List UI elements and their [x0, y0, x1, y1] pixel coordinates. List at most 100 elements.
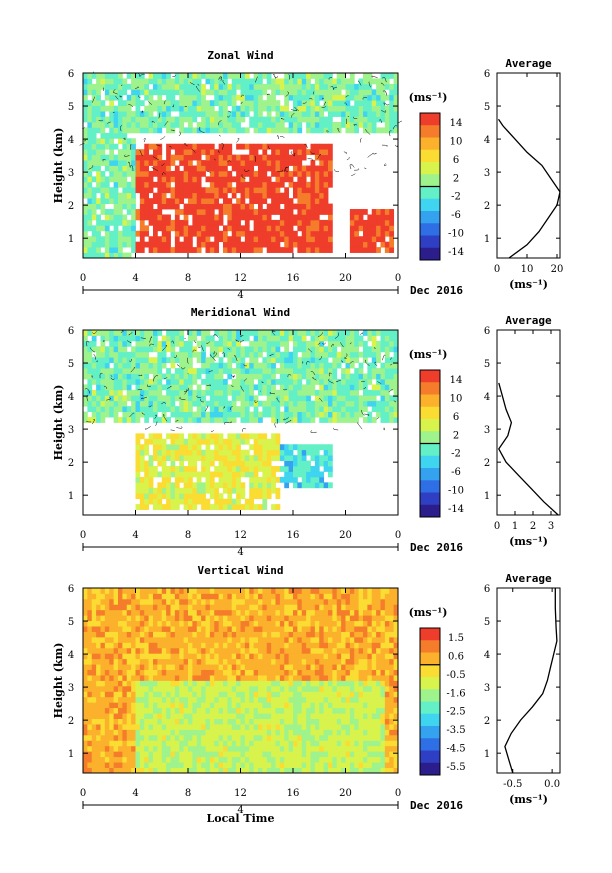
- heatmap-cell: [96, 181, 101, 188]
- heatmap-cell: [301, 357, 307, 364]
- heatmap-cell: [170, 626, 176, 632]
- contour-line: [294, 106, 299, 111]
- heatmap-cell: [258, 219, 263, 226]
- heatmap-cell: [349, 362, 355, 369]
- heatmap-cell: [196, 384, 202, 391]
- contour-line: [184, 143, 188, 147]
- heatmap-cell: [196, 100, 202, 107]
- heatmap-cell: [157, 94, 163, 101]
- heatmap-cell: [314, 368, 320, 374]
- heatmap-cell: [201, 593, 206, 600]
- heatmap-cell: [135, 466, 141, 472]
- heatmap-cell: [393, 346, 399, 353]
- heatmap-cell: [166, 762, 171, 768]
- heatmap-cell: [153, 604, 158, 611]
- colorbar-tick-label: -2: [451, 192, 461, 203]
- heatmap-cell: [253, 340, 259, 347]
- heatmap-cell: [139, 680, 145, 687]
- heatmap-cell: [196, 615, 202, 622]
- heatmap-cell: [223, 362, 228, 369]
- heatmap-cell: [109, 680, 115, 687]
- heatmap-cell: [332, 111, 338, 117]
- heatmap-cell: [240, 203, 246, 210]
- heatmap-cell: [109, 395, 115, 402]
- heatmap-cell: [135, 482, 141, 489]
- heatmap-cell: [135, 170, 141, 177]
- heatmap-cell: [144, 335, 150, 342]
- heatmap-cell: [157, 209, 163, 215]
- heatmap-cell: [131, 138, 136, 145]
- heatmap-cell: [389, 116, 395, 123]
- heatmap-cell: [231, 121, 237, 128]
- heatmap-cell: [174, 680, 180, 687]
- heatmap-cell: [118, 89, 123, 96]
- heatmap-cell: [275, 225, 281, 232]
- heatmap-cell: [358, 384, 364, 391]
- heatmap-cell: [244, 209, 250, 215]
- heatmap-cell: [153, 487, 158, 494]
- heatmap-cell: [183, 647, 189, 654]
- heatmap-cell: [157, 593, 163, 600]
- heatmap-cell: [126, 713, 132, 719]
- heatmap-cell: [126, 368, 132, 374]
- heatmap-cell: [301, 73, 307, 79]
- heatmap-cell: [227, 149, 233, 156]
- y-tick-label: 5: [68, 359, 74, 370]
- heatmap-cell: [174, 143, 180, 150]
- heatmap-cell: [122, 751, 128, 758]
- heatmap-cell: [253, 127, 259, 134]
- heatmap-cell: [139, 100, 145, 107]
- heatmap-cell: [91, 724, 97, 730]
- heatmap-cell: [122, 664, 128, 671]
- heatmap-cell: [284, 154, 290, 161]
- heatmap-cell: [358, 100, 364, 107]
- heatmap-cell: [188, 609, 193, 616]
- heatmap-cell: [336, 83, 342, 90]
- heatmap-cell: [109, 400, 115, 407]
- heatmap-cell: [161, 438, 167, 445]
- heatmap-cell: [166, 751, 171, 758]
- heatmap-cell: [231, 154, 237, 161]
- heatmap-cell: [301, 460, 307, 467]
- heatmap-cell: [367, 362, 373, 369]
- heatmap-cell: [118, 751, 123, 758]
- heatmap-cell: [174, 78, 180, 85]
- heatmap-cell: [131, 362, 136, 369]
- heatmap-cell: [188, 696, 193, 703]
- heatmap-cell: [363, 346, 368, 353]
- heatmap-cell: [393, 378, 399, 385]
- heatmap-cell: [349, 89, 355, 96]
- heatmap-cell: [231, 449, 237, 456]
- heatmap-cell: [297, 181, 303, 188]
- heatmap-cell: [314, 181, 320, 188]
- heatmap-cell: [91, 615, 97, 622]
- heatmap-cell: [314, 230, 320, 237]
- heatmap-cell: [83, 680, 88, 687]
- heatmap-cell: [240, 209, 246, 215]
- heatmap-cell: [104, 176, 110, 183]
- contour-line: [221, 143, 224, 150]
- heatmap-cell: [104, 357, 110, 364]
- heatmap-cell: [306, 170, 311, 177]
- heatmap-cell: [262, 368, 268, 374]
- heatmap-cell: [118, 105, 123, 112]
- heatmap-cell: [83, 132, 88, 139]
- heatmap-cell: [297, 330, 303, 336]
- heatmap-cell: [157, 384, 163, 391]
- contour-line: [349, 164, 353, 170]
- heatmap-cell: [218, 357, 224, 364]
- heatmap-cell: [166, 335, 171, 342]
- heatmap-cell: [196, 658, 202, 665]
- heatmap-cell: [371, 241, 377, 248]
- heatmap-cell: [148, 105, 154, 112]
- heatmap-cell: [371, 105, 377, 112]
- contour-line: [385, 103, 390, 106]
- heatmap-cell: [323, 384, 329, 391]
- heatmap-cell: [161, 762, 167, 768]
- heatmap-cell: [179, 127, 185, 134]
- heatmap-cell: [271, 83, 276, 90]
- heatmap-cell: [109, 713, 115, 719]
- heatmap-cell: [323, 165, 329, 172]
- heatmap-cell: [209, 669, 215, 676]
- heatmap-cell: [306, 357, 311, 364]
